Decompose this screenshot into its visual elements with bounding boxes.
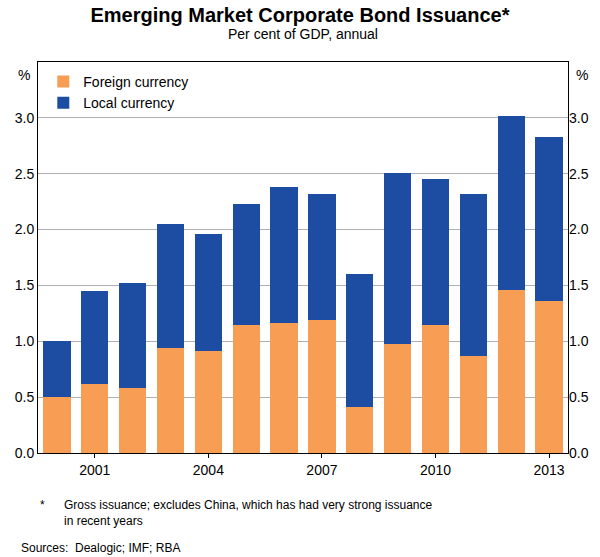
svg-text:1.5: 1.5 (569, 277, 589, 293)
svg-text:3.0: 3.0 (569, 110, 589, 126)
svg-text:3.0: 3.0 (15, 110, 35, 126)
svg-text:2001: 2001 (79, 462, 110, 478)
svg-text:2007: 2007 (306, 462, 337, 478)
svg-text:2010: 2010 (420, 462, 451, 478)
svg-text:2004: 2004 (193, 462, 224, 478)
svg-text:1.0: 1.0 (569, 333, 589, 349)
svg-text:Sources: Dealogic; IMF; RBA: Sources: Dealogic; IMF; RBA (21, 541, 180, 555)
svg-text:2.5: 2.5 (569, 166, 589, 182)
svg-text:Gross issuance; excludes China: Gross issuance; excludes China, which ha… (64, 498, 433, 528)
svg-text:2.0: 2.0 (15, 221, 35, 237)
svg-text:1.0: 1.0 (15, 333, 35, 349)
svg-text:2.5: 2.5 (15, 166, 35, 182)
svg-text:2.0: 2.0 (569, 221, 589, 237)
svg-text:Foreign currency: Foreign currency (83, 74, 188, 90)
svg-text:*: * (40, 498, 45, 512)
svg-text:Local currency: Local currency (83, 95, 174, 111)
svg-text:%: % (18, 67, 30, 83)
svg-text:Per cent of GDP, annual: Per cent of GDP, annual (228, 26, 378, 42)
svg-text:0.5: 0.5 (569, 389, 589, 405)
svg-text:1.5: 1.5 (15, 277, 35, 293)
svg-text:%: % (576, 67, 588, 83)
svg-text:2013: 2013 (533, 462, 564, 478)
svg-text:Emerging Market Corporate Bond: Emerging Market Corporate Bond Issuance* (91, 4, 510, 26)
svg-text:0.0: 0.0 (15, 445, 35, 461)
svg-text:0.0: 0.0 (569, 445, 589, 461)
svg-text:0.5: 0.5 (15, 389, 35, 405)
